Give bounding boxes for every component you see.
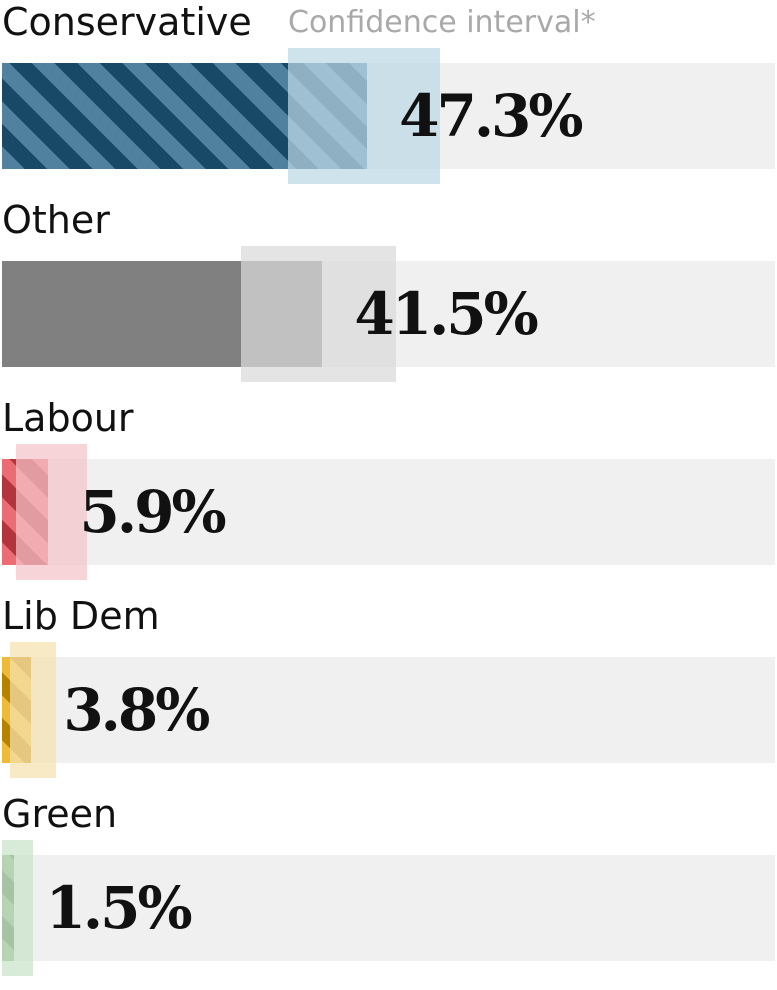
value-label-green: 1.5% — [45, 874, 193, 942]
bar-row-conservative: Conservative Confidence interval* 47.3% — [0, 0, 777, 198]
bar-row-other: Other 41.5% — [0, 198, 777, 396]
confidence-interval-conservative — [287, 48, 441, 184]
category-label-green: Green — [2, 792, 118, 836]
confidence-interval-other — [241, 246, 396, 382]
confidence-interval-legend: Confidence interval* — [288, 5, 596, 40]
value-label-labour: 5.9% — [79, 478, 227, 546]
bar-track — [2, 459, 775, 565]
bar-row-lib-dem: Lib Dem 3.8% — [0, 594, 777, 792]
category-label-conservative: Conservative — [2, 0, 252, 44]
bar-row-green: Green 1.5% — [0, 792, 777, 990]
confidence-interval-labour — [15, 444, 87, 580]
value-label-other: 41.5% — [354, 280, 538, 348]
category-label-lib-dem: Lib Dem — [2, 594, 160, 638]
bar-track — [2, 657, 775, 763]
bar-row-labour: Labour 5.9% — [0, 396, 777, 594]
value-label-lib-dem: 3.8% — [63, 676, 210, 744]
bar-track — [2, 855, 775, 961]
category-label-other: Other — [2, 198, 110, 242]
confidence-interval-lib-dem — [9, 642, 57, 778]
confidence-interval-green — [2, 840, 33, 976]
value-label-conservative: 47.3% — [399, 82, 583, 150]
category-label-labour: Labour — [2, 396, 134, 440]
